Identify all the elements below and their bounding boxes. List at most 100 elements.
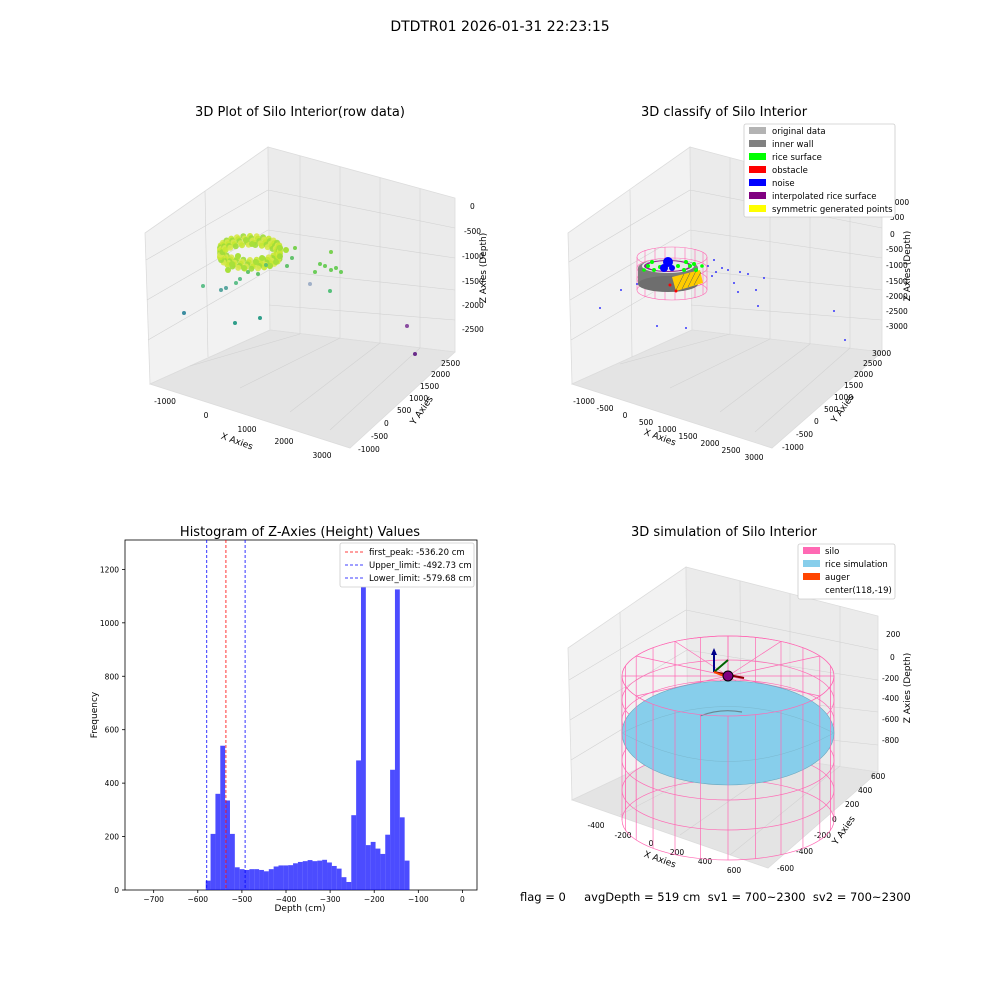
classify-y-tick: 500 [824, 405, 839, 414]
raw-point [339, 270, 343, 274]
classify-noise-point [599, 307, 601, 309]
histogram-bar [327, 862, 332, 890]
simulation-x-tick: 0 [649, 839, 654, 848]
histogram-bar [312, 861, 318, 890]
histogram-bar [254, 869, 260, 890]
classify-z-tick: 0 [890, 230, 895, 239]
simulation-legend-swatch [803, 547, 820, 554]
simulation-x-tick: 200 [670, 848, 685, 857]
raw-point [264, 263, 268, 267]
classify-noise-point [620, 289, 622, 291]
classify-x-tick: -500 [596, 404, 613, 413]
classify-legend-label: original data [772, 127, 826, 137]
classify-x-tick: 3000 [744, 453, 763, 462]
classify-z-tick: 500 [890, 213, 905, 222]
classify-legend-label: noise [772, 179, 795, 189]
classify-legend-label: symmetric generated points [772, 205, 893, 215]
histogram-bar [336, 868, 342, 890]
raw-point [277, 245, 283, 251]
histogram-y-tick: 600 [105, 726, 120, 735]
histogram-bar [390, 769, 395, 890]
histogram-bar [244, 869, 250, 890]
raw-point [285, 264, 289, 268]
histogram-bar [239, 869, 245, 890]
classify-z-axis: 1000 500 0 -500 -1000 -1500 -2000 -2500 … [886, 198, 909, 331]
raw-point [413, 352, 417, 356]
classify-x-tick: 500 [639, 418, 654, 427]
raw-y-tick: 2000 [431, 370, 450, 379]
raw-point [334, 266, 338, 270]
raw-point [254, 265, 261, 272]
classify-y-tick: 2000 [854, 370, 873, 379]
histogram-legend: first_peak: -536.20 cm Upper_limit: -492.… [339, 542, 475, 588]
classify-z-tick: -3000 [886, 322, 908, 331]
classify-y-tick: 3000 [872, 349, 891, 358]
classify-noise-point [737, 291, 739, 293]
classify-legend-label: obstacle [772, 166, 808, 176]
histogram-panel: Histogram of Z-Axies (Height) Values −70… [90, 525, 478, 914]
raw-point [225, 267, 231, 273]
raw-y-tick: 2500 [441, 359, 460, 368]
raw-y-axis: -1000 -500 0 500 1000 1500 2000 2500 [358, 359, 460, 454]
classify-x-tick: 2000 [700, 439, 719, 448]
histogram-y-tick: 800 [105, 672, 120, 681]
simulation-x-tick: 400 [698, 857, 713, 866]
classify-noise-point [707, 265, 709, 267]
histogram-bar [278, 865, 284, 890]
histogram-y-tick: 200 [105, 833, 120, 842]
classify-noise-cluster [660, 257, 675, 272]
classify-legend-swatch [749, 179, 766, 186]
raw-point [238, 277, 242, 281]
classify-y-tick: 0 [814, 417, 819, 426]
classify-z-tick: 1000 [890, 198, 909, 207]
simulation-legend-label: center(118,-19) [825, 586, 892, 596]
raw-x-label: X Axies [219, 432, 254, 453]
histogram-title: Histogram of Z-Axies (Height) Values [180, 525, 420, 540]
histogram-x-label: Depth (cm) [274, 904, 325, 914]
histogram-bar [215, 793, 221, 890]
histogram-bar [307, 860, 313, 890]
silo-roof-spoke [727, 655, 820, 677]
raw-point [235, 253, 241, 259]
raw-x-tick: 2000 [274, 437, 293, 446]
raw-3d-box [144, 146, 456, 449]
simulation-auger [711, 648, 745, 682]
histogram-x-tick: −600 [187, 895, 208, 904]
classify-z-tick: -1500 [886, 277, 908, 286]
raw-point [267, 263, 273, 269]
classify-legend-swatch [749, 140, 766, 147]
histogram-x-tick: −300 [320, 895, 341, 904]
silo-roof-spoke [727, 641, 782, 677]
histogram-bar [317, 860, 323, 890]
raw-point-cloud [182, 233, 417, 356]
raw-point [283, 247, 289, 253]
histogram-bar [399, 817, 405, 890]
classify-z-tick: -2000 [886, 292, 908, 301]
raw-z-tick: -1000 [462, 252, 484, 261]
histogram-bar [283, 865, 289, 890]
histogram-y-tick: 0 [114, 886, 119, 895]
raw-point [246, 270, 250, 274]
raw-point [259, 255, 265, 261]
raw-x-tick: 3000 [312, 451, 331, 460]
raw-y-tick: 0 [384, 419, 389, 428]
histogram-y-tick: 400 [105, 779, 120, 788]
raw-y-tick: -500 [371, 432, 388, 441]
status-line: flag = 0 avgDepth = 519 cm sv1 = 700~230… [520, 890, 911, 904]
classify-legend-label: inner wall [772, 140, 813, 150]
classify-x-tick: -1000 [573, 397, 595, 406]
classify-noise-point [844, 339, 846, 341]
simulation-z-axis: 200 0 -200 -400 -600 -800 [882, 630, 901, 745]
classify-noise-scatter [599, 259, 846, 341]
raw-point [328, 289, 332, 293]
histogram-bar [370, 841, 376, 890]
classify-noise-point [747, 273, 749, 275]
raw-point [318, 262, 322, 266]
classify-noise-point [763, 277, 765, 279]
histogram-x-axis: −700 −600 −500 −400 −300 −200 −100 0 [143, 890, 465, 904]
raw-point [222, 246, 229, 253]
classify-legend-label: rice surface [772, 153, 822, 163]
histogram-legend-label: Lower_limit: -579.68 cm [369, 574, 471, 584]
simulation-silo-front [621, 635, 835, 860]
classify-noise-point [721, 267, 723, 269]
